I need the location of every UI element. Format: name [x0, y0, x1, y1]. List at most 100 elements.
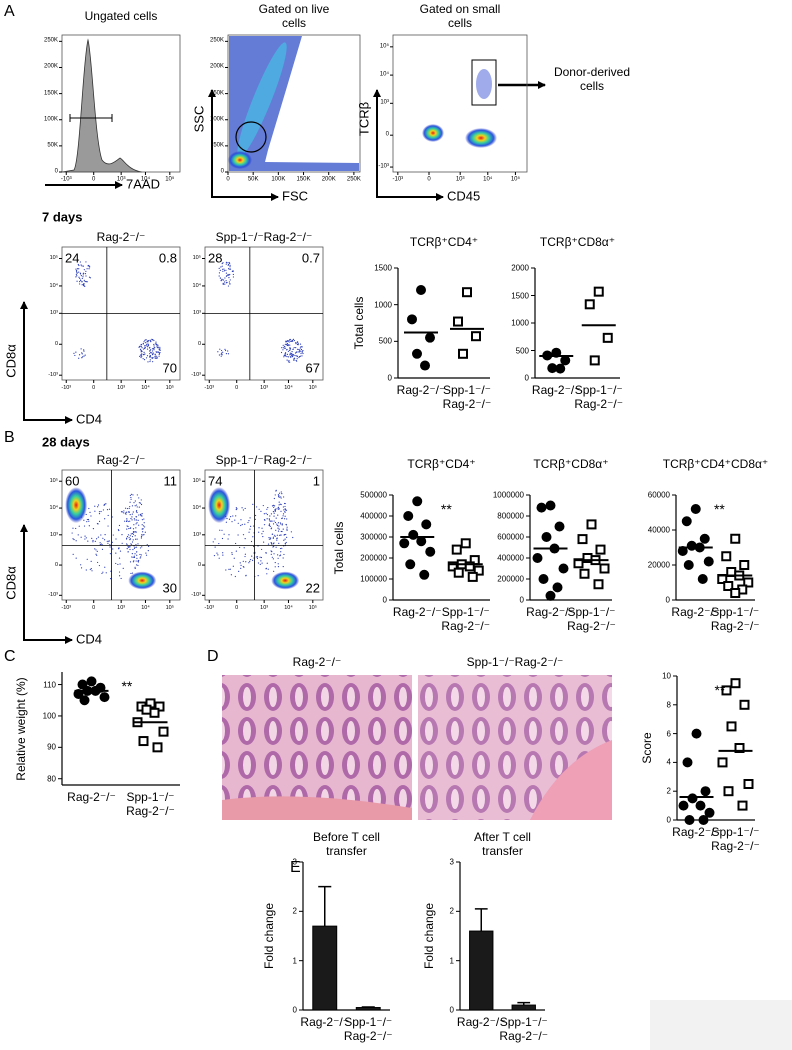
y-tick-label: 10⁵	[49, 255, 58, 262]
event-dot	[222, 268, 224, 270]
event-dot	[142, 528, 144, 530]
event-dot	[141, 353, 143, 355]
event-dot	[159, 348, 161, 350]
event-dot	[132, 548, 134, 551]
event-dot	[133, 524, 135, 526]
event-dot	[134, 566, 136, 568]
event-dot	[142, 534, 144, 536]
y-tick-label: 10⁵	[49, 478, 58, 485]
x-tick-label: Spp-1⁻/⁻ Rag-2⁻/⁻	[126, 790, 175, 818]
event-dot	[224, 283, 226, 285]
event-dot	[285, 541, 287, 544]
event-dot	[135, 546, 138, 548]
event-dot	[299, 355, 302, 357]
event-dot	[297, 342, 299, 344]
event-dot	[96, 561, 99, 564]
event-dot	[149, 353, 151, 355]
event-dot	[74, 354, 76, 357]
event-dot	[302, 350, 304, 352]
event-dot	[293, 339, 295, 342]
event-dot	[129, 561, 132, 563]
event-dot	[222, 283, 224, 285]
data-point	[416, 285, 426, 295]
event-dot	[293, 354, 295, 356]
plot-title: Rag-2⁻/⁻	[96, 453, 146, 468]
event-dot	[143, 526, 146, 528]
event-dot	[273, 505, 276, 507]
event-dot	[131, 572, 134, 574]
event-dot	[278, 492, 281, 494]
event-dot	[105, 572, 107, 574]
x-tick-label: 0	[235, 604, 239, 611]
histology-muscle	[530, 740, 612, 820]
axis-label: Fold change	[422, 902, 437, 970]
event-dot	[80, 564, 82, 566]
event-dot	[139, 502, 142, 504]
event-dot	[117, 563, 119, 566]
data-point	[407, 314, 417, 325]
event-dot	[135, 511, 138, 513]
event-dot	[139, 345, 141, 347]
event-dot	[134, 500, 136, 502]
event-dot	[273, 570, 275, 572]
event-dot	[138, 514, 140, 516]
event-dot	[152, 353, 154, 355]
event-dot	[263, 524, 266, 526]
event-dot	[111, 541, 113, 543]
data-point	[739, 560, 750, 570]
quadrant-percent: 74	[208, 473, 223, 489]
y-tick-label: -10³	[191, 372, 201, 379]
event-dot	[75, 276, 77, 278]
x-tick-label: 10⁵	[165, 604, 174, 611]
x-tick-label: -10³	[61, 384, 72, 391]
y-tick-label: 60000	[647, 490, 670, 500]
event-dot	[83, 279, 85, 281]
event-dot	[222, 554, 224, 556]
event-dot	[290, 355, 293, 357]
event-dot	[143, 534, 145, 536]
event-dot	[270, 550, 272, 552]
data-point	[739, 699, 750, 710]
event-dot	[88, 520, 90, 522]
event-dot	[272, 537, 274, 540]
event-dot	[247, 521, 249, 524]
event-dot	[138, 346, 140, 348]
event-dot	[227, 285, 230, 287]
event-dot	[149, 359, 151, 361]
x-tick-label: Spp-1⁻/⁻ Rag-2⁻/⁻	[574, 383, 624, 411]
event-dot	[238, 570, 240, 572]
event-dot	[302, 352, 304, 355]
event-dot	[280, 503, 282, 506]
data-point	[158, 726, 169, 737]
event-dot	[218, 275, 220, 277]
event-dot	[129, 494, 131, 496]
event-dot	[224, 349, 227, 352]
data-point	[399, 538, 410, 549]
event-dot	[278, 534, 281, 536]
event-dot	[235, 507, 237, 509]
event-dot	[107, 525, 109, 527]
y-tick-label: 800000	[497, 511, 524, 521]
event-dot	[78, 271, 80, 273]
event-dot	[147, 343, 149, 345]
y-tick-label: 100K	[43, 116, 58, 123]
event-dot	[297, 344, 299, 346]
event-dot	[129, 514, 131, 516]
plot-frame	[227, 34, 361, 173]
event-dot	[84, 538, 86, 540]
event-dot	[129, 501, 131, 503]
event-dot	[91, 537, 93, 539]
event-dot	[285, 349, 288, 351]
event-dot	[296, 355, 298, 358]
event-dot	[142, 358, 144, 360]
event-dot	[220, 355, 222, 357]
event-dot	[272, 543, 275, 545]
y-tick-label: -10³	[48, 592, 58, 599]
event-dot	[252, 525, 255, 527]
event-dot	[81, 352, 83, 354]
event-dot	[229, 283, 231, 285]
event-dot	[219, 529, 221, 531]
label: C	[4, 647, 16, 665]
event-dot	[229, 268, 232, 270]
plot-frame	[392, 34, 528, 173]
